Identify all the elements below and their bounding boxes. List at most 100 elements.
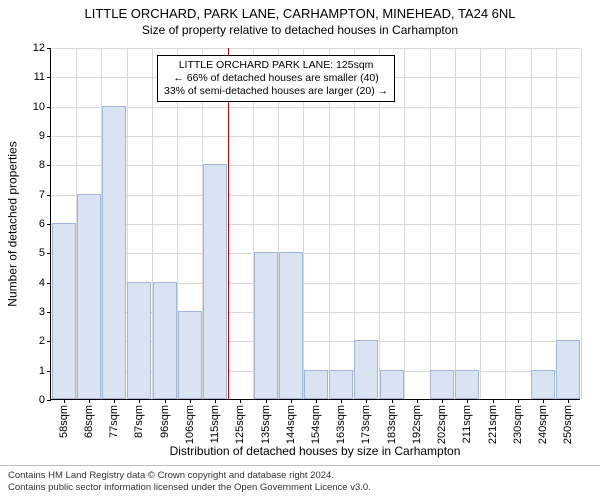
bar bbox=[354, 340, 378, 399]
title-block: LITTLE ORCHARD, PARK LANE, CARHAMPTON, M… bbox=[0, 0, 600, 37]
xtick-mark bbox=[568, 399, 569, 403]
ytick-label: 11 bbox=[34, 71, 51, 83]
xtick-label: 144sqm bbox=[285, 405, 297, 444]
xtick-mark bbox=[165, 399, 166, 403]
xtick-mark bbox=[442, 399, 443, 403]
bar bbox=[279, 252, 303, 399]
xtick-mark bbox=[341, 399, 342, 403]
bar bbox=[329, 370, 353, 399]
ytick-label: 9 bbox=[39, 130, 51, 142]
xtick-mark bbox=[417, 399, 418, 403]
ytick-label: 3 bbox=[39, 306, 51, 318]
xtick-label: 192sqm bbox=[411, 405, 423, 444]
chart-container: LITTLE ORCHARD, PARK LANE, CARHAMPTON, M… bbox=[0, 0, 600, 500]
xtick-mark bbox=[266, 399, 267, 403]
xtick-mark bbox=[518, 399, 519, 403]
bar bbox=[556, 340, 580, 399]
xtick-label: 96sqm bbox=[159, 405, 171, 438]
bar bbox=[254, 252, 278, 399]
ytick-label: 12 bbox=[33, 42, 51, 54]
xtick-mark bbox=[291, 399, 292, 403]
annotation-line: LITTLE ORCHARD PARK LANE: 125sqm bbox=[164, 59, 388, 72]
xtick-mark bbox=[366, 399, 367, 403]
plot-wrap: 012345678910111258sqm68sqm77sqm87sqm96sq… bbox=[50, 48, 580, 400]
xtick-label: 58sqm bbox=[58, 405, 70, 438]
xtick-label: 77sqm bbox=[108, 405, 120, 438]
gridline-h bbox=[51, 136, 580, 137]
xtick-label: 183sqm bbox=[386, 405, 398, 444]
chart-title: LITTLE ORCHARD, PARK LANE, CARHAMPTON, M… bbox=[0, 6, 600, 21]
xtick-mark bbox=[190, 399, 191, 403]
bar bbox=[127, 282, 151, 399]
xtick-mark bbox=[240, 399, 241, 403]
xtick-label: 173sqm bbox=[360, 405, 372, 444]
xtick-mark bbox=[64, 399, 65, 403]
gridline-v bbox=[430, 48, 431, 399]
xtick-mark bbox=[89, 399, 90, 403]
xtick-label: 154sqm bbox=[310, 405, 322, 444]
xtick-label: 211sqm bbox=[461, 405, 473, 443]
xtick-label: 87sqm bbox=[133, 405, 145, 438]
bar bbox=[380, 370, 404, 399]
xtick-label: 115sqm bbox=[209, 405, 221, 443]
footer-line-2: Contains public sector information licen… bbox=[8, 482, 592, 494]
ytick-label: 6 bbox=[39, 218, 51, 230]
bar bbox=[304, 370, 328, 399]
ytick-label: 8 bbox=[39, 159, 51, 171]
gridline-h bbox=[51, 195, 580, 196]
xtick-mark bbox=[114, 399, 115, 403]
xtick-mark bbox=[316, 399, 317, 403]
annotation-box: LITTLE ORCHARD PARK LANE: 125sqm← 66% of… bbox=[157, 55, 395, 102]
ytick-label: 5 bbox=[39, 247, 51, 259]
ytick-label: 4 bbox=[39, 277, 51, 289]
xtick-label: 230sqm bbox=[512, 405, 524, 444]
gridline-v bbox=[581, 48, 582, 399]
xtick-mark bbox=[139, 399, 140, 403]
ytick-label: 10 bbox=[33, 101, 51, 113]
bar bbox=[455, 370, 479, 399]
footer-line-1: Contains HM Land Registry data © Crown c… bbox=[8, 470, 592, 482]
gridline-v bbox=[404, 48, 405, 399]
gridline-v bbox=[480, 48, 481, 399]
plot-area: 012345678910111258sqm68sqm77sqm87sqm96sq… bbox=[50, 48, 580, 400]
xtick-label: 135sqm bbox=[260, 405, 272, 444]
xtick-mark bbox=[467, 399, 468, 403]
xtick-label: 240sqm bbox=[537, 405, 549, 444]
attribution-footer: Contains HM Land Registry data © Crown c… bbox=[0, 465, 600, 500]
gridline-v bbox=[531, 48, 532, 399]
xtick-mark bbox=[215, 399, 216, 403]
bar bbox=[203, 164, 227, 399]
gridline-v bbox=[505, 48, 506, 399]
annotation-line: ← 66% of detached houses are smaller (40… bbox=[164, 72, 388, 85]
gridline-h bbox=[51, 48, 580, 49]
xtick-label: 125sqm bbox=[234, 405, 246, 444]
y-axis-label: Number of detached properties bbox=[6, 141, 20, 306]
xtick-label: 68sqm bbox=[83, 405, 95, 438]
xtick-mark bbox=[543, 399, 544, 403]
gridline-h bbox=[51, 165, 580, 166]
ytick-label: 7 bbox=[39, 189, 51, 201]
ytick-label: 2 bbox=[39, 335, 51, 347]
chart-subtitle: Size of property relative to detached ho… bbox=[0, 21, 600, 37]
bar bbox=[531, 370, 555, 399]
bar bbox=[430, 370, 454, 399]
bar bbox=[153, 282, 177, 399]
gridline-h bbox=[51, 107, 580, 108]
bar bbox=[77, 194, 101, 399]
xtick-mark bbox=[392, 399, 393, 403]
xtick-label: 202sqm bbox=[436, 405, 448, 444]
gridline-v bbox=[455, 48, 456, 399]
xtick-label: 250sqm bbox=[562, 405, 574, 444]
ytick-label: 0 bbox=[39, 394, 51, 406]
bar bbox=[178, 311, 202, 399]
gridline-h bbox=[51, 224, 580, 225]
xtick-label: 221sqm bbox=[487, 405, 499, 444]
gridline-h bbox=[51, 253, 580, 254]
xtick-label: 163sqm bbox=[335, 405, 347, 444]
x-axis-label: Distribution of detached houses by size … bbox=[50, 444, 580, 458]
y-axis-label-wrap: Number of detached properties bbox=[6, 48, 20, 400]
annotation-line: 33% of semi-detached houses are larger (… bbox=[164, 85, 388, 98]
bar bbox=[52, 223, 76, 399]
xtick-label: 106sqm bbox=[184, 405, 196, 444]
xtick-mark bbox=[493, 399, 494, 403]
